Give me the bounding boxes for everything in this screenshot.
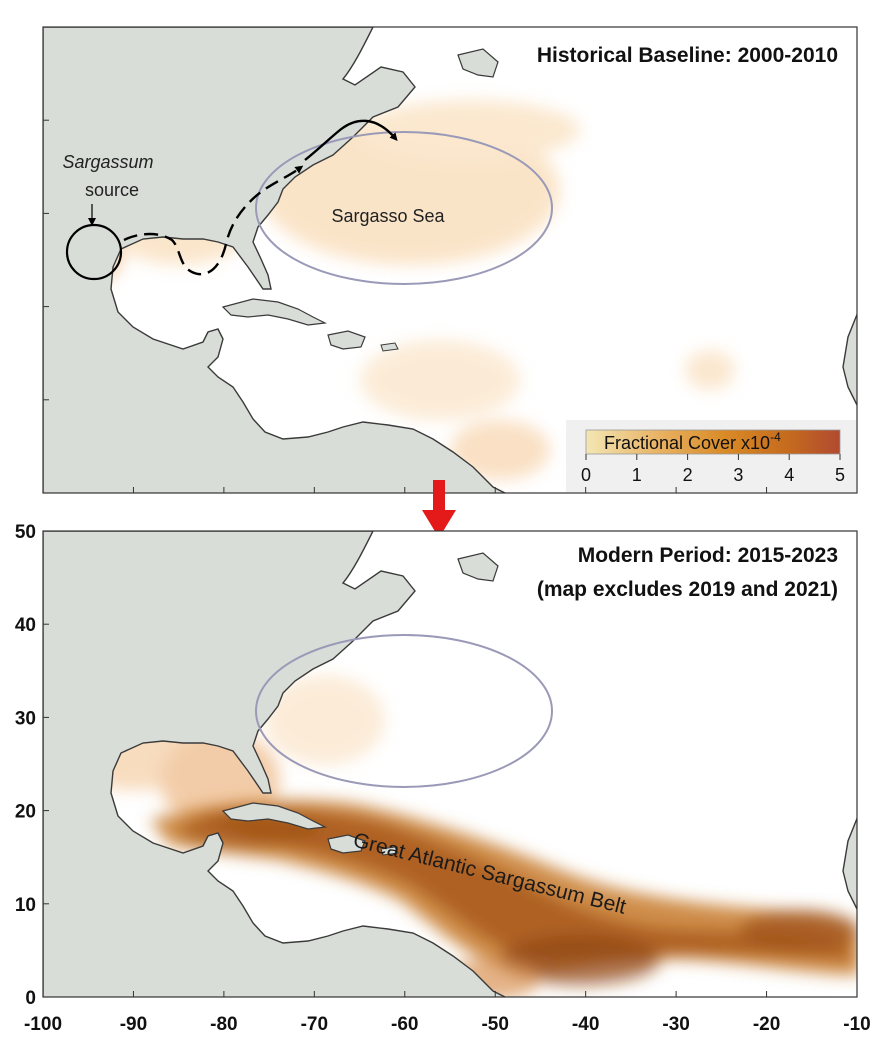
x-tick-label: -10 <box>843 1014 870 1035</box>
bottom-panel-title-line1: Modern Period: 2015-2023 <box>578 544 838 567</box>
x-tick-label: -80 <box>210 1014 237 1035</box>
bottom-map-panel: Modern Period: 2015-2023 (map excludes 2… <box>15 522 871 1035</box>
y-tick-label: 10 <box>15 895 36 916</box>
sargasso-ellipse-top <box>255 131 553 285</box>
colorbar-label: Fractional Cover x10 <box>604 433 770 453</box>
colorbar-tick-label: 1 <box>632 465 642 485</box>
x-tick-label: -90 <box>120 1014 147 1035</box>
source-label-italic: Sargassum <box>62 152 153 172</box>
x-tick-label: -70 <box>301 1014 328 1035</box>
y-tick-label: 40 <box>15 615 36 636</box>
x-tick-label: -30 <box>662 1014 689 1035</box>
colorbar-tick-label: 0 <box>581 465 591 485</box>
colorbar-exponent: -4 <box>770 430 781 444</box>
source-label: source <box>85 180 139 200</box>
x-tick-label: -60 <box>391 1014 418 1035</box>
colorbar-tick-label: 2 <box>683 465 693 485</box>
cover-top <box>67 100 735 480</box>
x-tick-label: -40 <box>572 1014 599 1035</box>
y-tick-label: 0 <box>25 988 36 1009</box>
colorbar: Fractional Cover x10-4 0 1 2 3 4 5 <box>566 420 856 492</box>
colorbar-tick-label: 5 <box>835 465 845 485</box>
x-axis-ticks: -100 -90 -80 -70 -60 -50 -40 -30 -20 -10 <box>24 991 871 1035</box>
sargasso-ellipse-bottom <box>255 634 553 788</box>
y-axis-ticks: 0 10 20 30 40 50 <box>15 522 49 1009</box>
colorbar-ticks: 0 1 2 3 4 5 <box>581 454 845 485</box>
svg-text:Fractional Cover x10-4: Fractional Cover x10-4 <box>604 430 781 453</box>
colorbar-tick-label: 4 <box>784 465 794 485</box>
y-tick-label: 30 <box>15 708 36 729</box>
top-panel-title: Historical Baseline: 2000-2010 <box>537 44 838 67</box>
sargasso-sea-label: Sargasso Sea <box>331 206 445 226</box>
colorbar-gradient <box>585 429 841 455</box>
colorbar-tick-label: 3 <box>733 465 743 485</box>
x-tick-label: -100 <box>24 1014 62 1035</box>
x-tick-label: -50 <box>481 1014 508 1035</box>
transition-arrow <box>422 480 456 538</box>
pathway-arrows <box>123 119 398 276</box>
x-tick-label: -20 <box>753 1014 780 1035</box>
y-tick-label: 20 <box>15 802 36 823</box>
top-map-panel: Historical Baseline: 2000-2010 Sargassum… <box>42 26 858 494</box>
y-tick-label: 50 <box>15 522 36 543</box>
bottom-panel-title-line2: (map excludes 2019 and 2021) <box>537 578 838 601</box>
